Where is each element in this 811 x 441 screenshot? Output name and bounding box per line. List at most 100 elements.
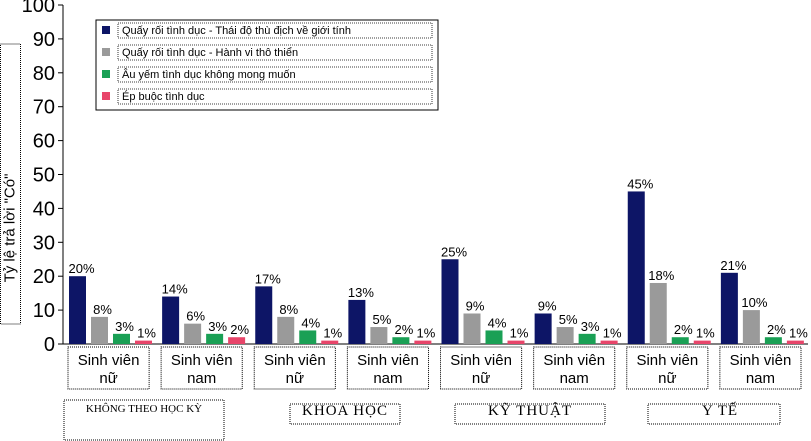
y-tick-label: 30 xyxy=(33,232,55,254)
y-tick-label: 10 xyxy=(33,300,55,322)
category-label-line1: Sinh viên xyxy=(450,352,512,369)
data-label: 6% xyxy=(186,309,205,324)
bar xyxy=(414,340,432,344)
y-tick-label: 70 xyxy=(33,97,55,119)
bar xyxy=(348,299,366,344)
group-box-none xyxy=(63,399,225,441)
category-label-box xyxy=(626,346,709,390)
legend-box xyxy=(95,19,439,111)
data-label: 25% xyxy=(441,244,467,259)
group-box-science xyxy=(289,403,401,425)
data-label: 2% xyxy=(394,322,413,337)
category-label-box xyxy=(719,346,802,390)
bar xyxy=(534,313,552,344)
bar xyxy=(649,282,667,344)
bar xyxy=(463,313,481,344)
bar xyxy=(113,333,130,344)
bar xyxy=(321,340,339,344)
bar xyxy=(556,327,574,344)
category-label-line1: Sinh viên xyxy=(730,352,792,369)
data-label: 4% xyxy=(488,315,507,330)
legend-entry-label: Quấy rối tình dục - Thái độ thù địch về … xyxy=(122,25,351,37)
bar xyxy=(392,337,410,344)
category-label-line1: Sinh viên xyxy=(264,352,326,369)
category-label-box xyxy=(533,346,616,390)
category-label-line2: nữ xyxy=(472,370,490,387)
category-label-box xyxy=(160,346,243,390)
bar xyxy=(162,296,180,344)
y-tick-label: 60 xyxy=(33,131,55,153)
data-label: 1% xyxy=(416,326,435,341)
bar xyxy=(135,340,152,344)
group-label-medicine: Y TẾ xyxy=(701,403,739,419)
data-label: 13% xyxy=(348,285,374,300)
bar xyxy=(507,340,525,344)
legend-swatch xyxy=(102,26,110,34)
category-label-line2: nam xyxy=(373,370,402,387)
legend-entry-label: Quấy rối tình dục - Hành vi thô thiển xyxy=(122,47,298,59)
data-label: 1% xyxy=(696,326,715,341)
data-label: 1% xyxy=(137,326,156,341)
legend-swatch xyxy=(102,48,110,56)
category-label-line2: nữ xyxy=(99,370,117,387)
category-label-line1: Sinh viên xyxy=(357,352,419,369)
y-axis-label-box: Tỷ lệ trả lời "Có" xyxy=(0,44,20,324)
bar xyxy=(184,323,202,344)
y-tick-label: 90 xyxy=(33,29,55,51)
data-label: 14% xyxy=(162,282,188,297)
data-label: 4% xyxy=(301,315,320,330)
legend-entry-label: Âu yếm tình dục không mong muốn xyxy=(122,68,296,81)
bar xyxy=(578,333,596,344)
bar xyxy=(255,286,273,344)
category-label-line2: nữ xyxy=(658,370,676,387)
category-label-line1: Sinh viên xyxy=(78,352,140,369)
data-label: 9% xyxy=(538,298,557,313)
bar xyxy=(277,316,295,344)
category-label-line2: nam xyxy=(187,370,216,387)
category-label-box xyxy=(67,346,150,390)
bar xyxy=(693,340,711,344)
legend-entry-box xyxy=(117,88,433,105)
bar xyxy=(91,316,108,344)
bar xyxy=(299,330,317,344)
legend-entry-box xyxy=(117,22,433,39)
data-label: 45% xyxy=(627,176,653,191)
bar xyxy=(786,340,804,344)
data-label: 9% xyxy=(466,298,485,313)
data-label: 17% xyxy=(255,271,281,286)
bar xyxy=(206,333,224,344)
data-label: 3% xyxy=(115,319,134,334)
legend-swatch xyxy=(102,70,110,78)
legend-swatch xyxy=(102,92,110,100)
data-label: 2% xyxy=(767,322,786,337)
data-label: 10% xyxy=(741,295,767,310)
data-label: 1% xyxy=(510,326,529,341)
category-label-line2: nam xyxy=(746,370,775,387)
group-box-engineering xyxy=(454,403,606,425)
bar xyxy=(600,340,618,344)
bar xyxy=(69,276,86,344)
bar xyxy=(228,337,246,344)
category-label-line2: nữ xyxy=(286,370,304,387)
data-label: 5% xyxy=(559,312,578,327)
data-label: 8% xyxy=(93,302,112,317)
data-label: 1% xyxy=(603,326,622,341)
data-label: 3% xyxy=(208,319,227,334)
category-label-line1: Sinh viên xyxy=(171,352,233,369)
bar xyxy=(742,310,760,344)
group-label-science: KHOA HỌC xyxy=(302,403,388,419)
bar xyxy=(627,191,645,344)
data-label: 3% xyxy=(581,319,600,334)
data-label: 1% xyxy=(323,326,342,341)
y-tick-label: 100 xyxy=(22,0,55,17)
data-label: 5% xyxy=(372,312,391,327)
y-label-box-outline xyxy=(0,43,21,325)
data-label: 1% xyxy=(789,326,808,341)
data-label: 8% xyxy=(279,302,298,317)
bar xyxy=(370,327,388,344)
bar xyxy=(720,272,738,344)
bar xyxy=(441,259,459,344)
data-label: 18% xyxy=(648,268,674,283)
category-label-line2: nam xyxy=(560,370,589,387)
category-label-box xyxy=(440,346,523,390)
